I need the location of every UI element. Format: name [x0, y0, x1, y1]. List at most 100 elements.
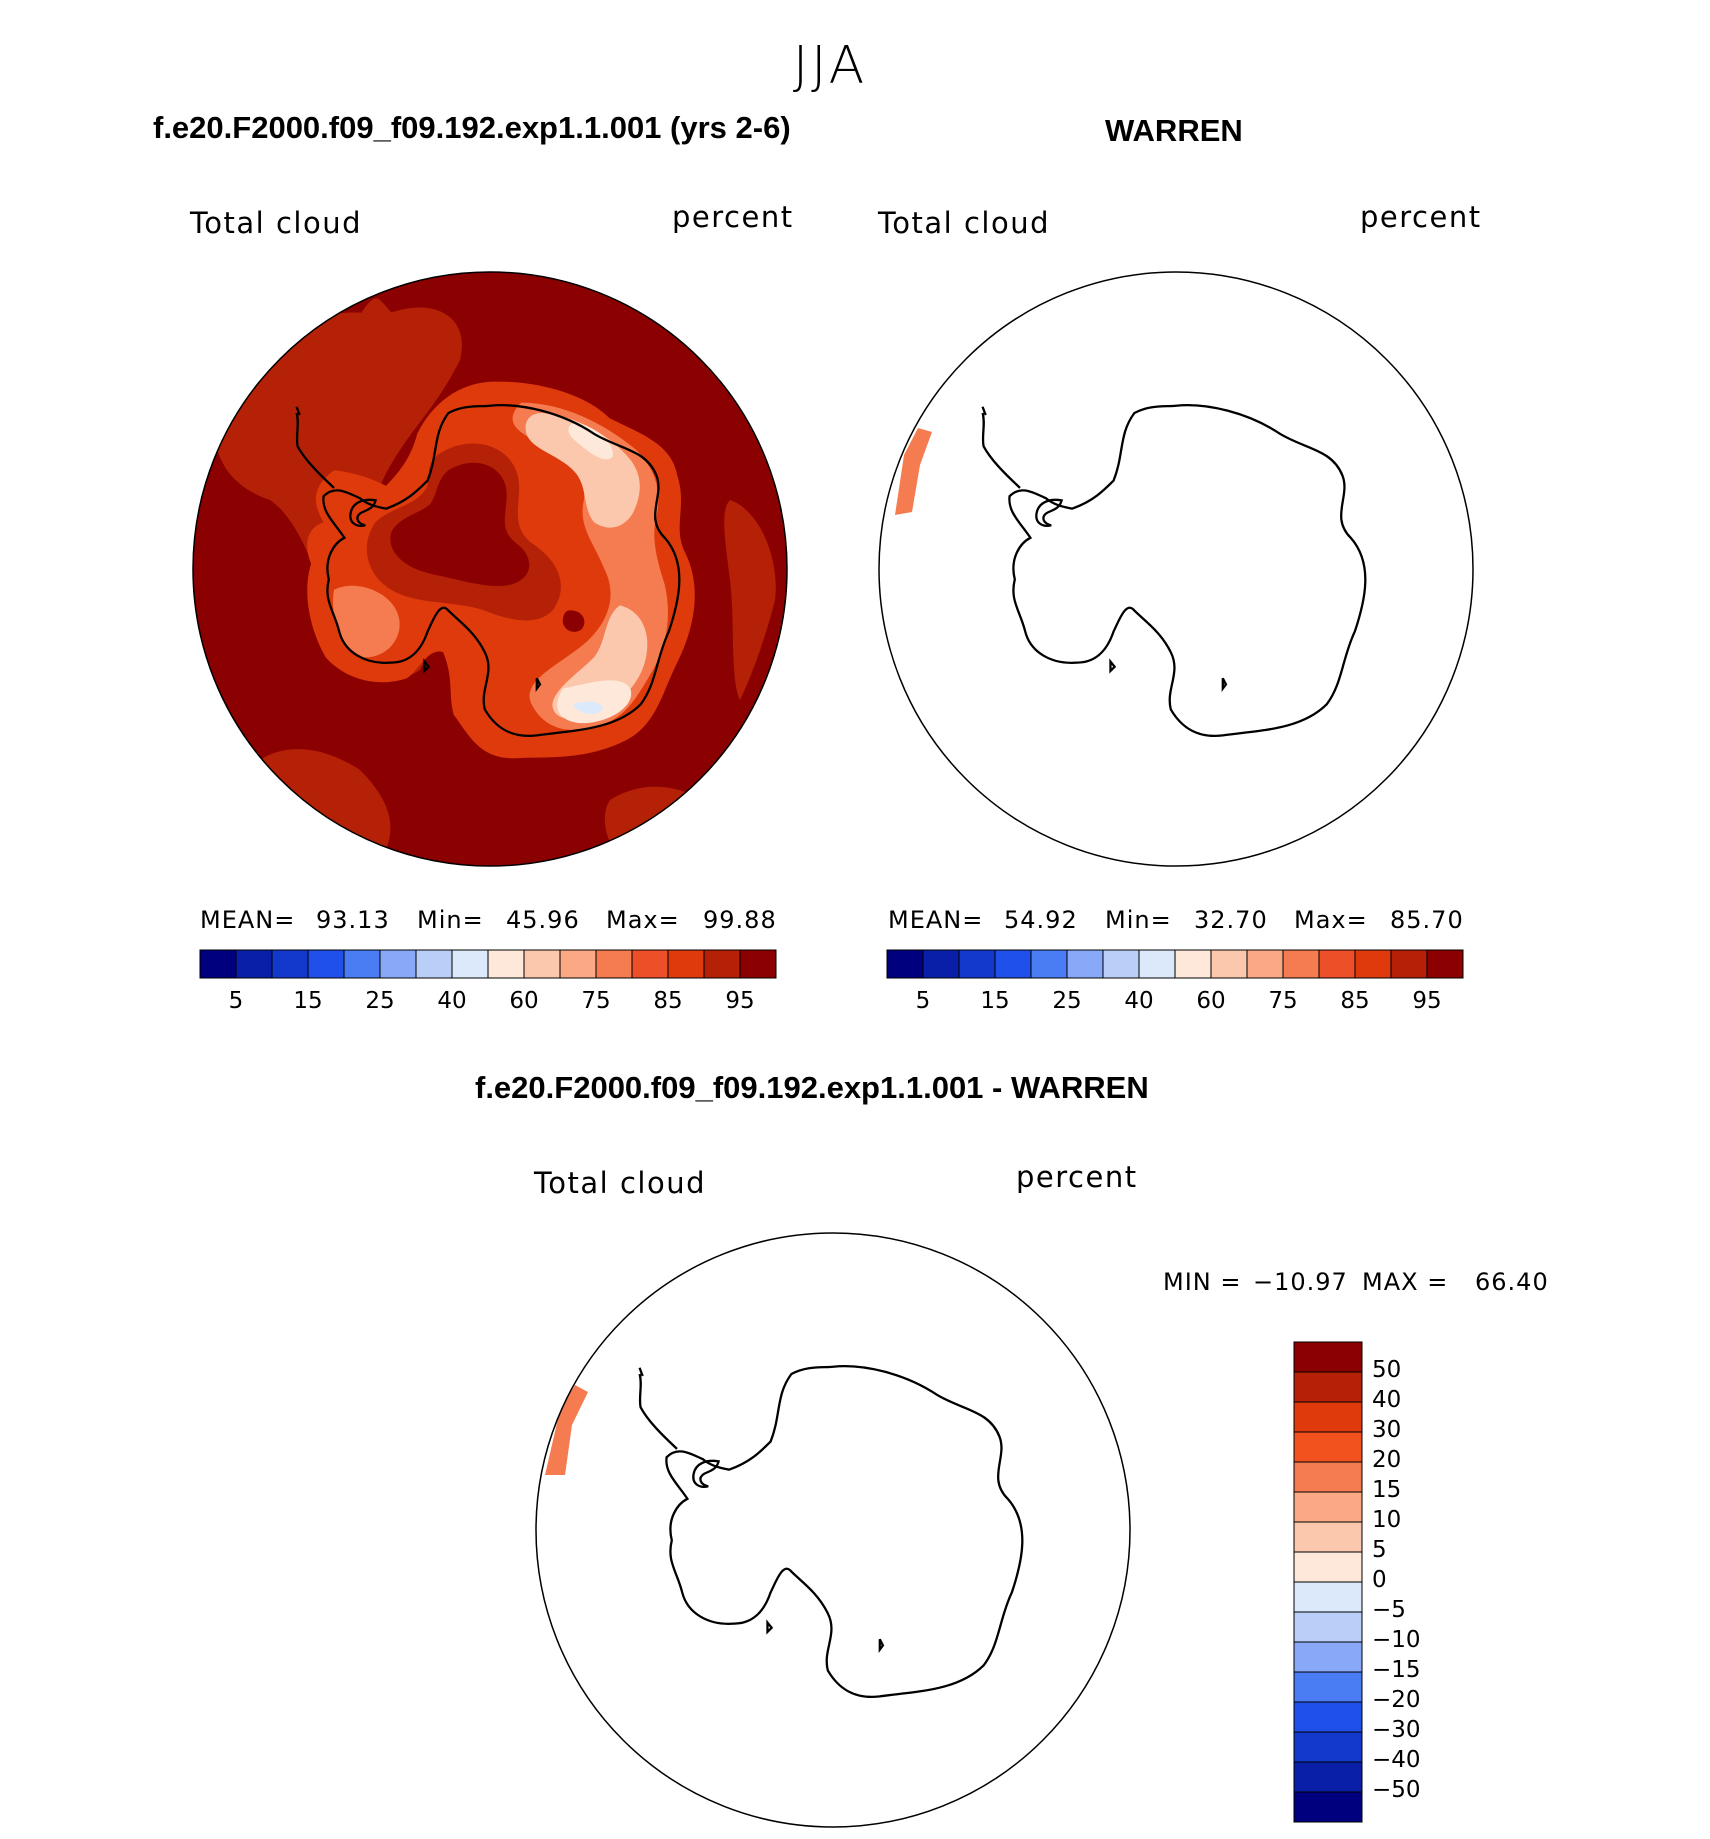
diff-variable-label: Total cloud: [534, 1166, 706, 1200]
panel2-max-value: 85.70: [1390, 906, 1464, 934]
panel1-region-interior-darkest: [390, 462, 530, 587]
panel1-region-mid-5: [340, 298, 403, 360]
panel2-colorbar-tick-label: 95: [1412, 988, 1442, 1014]
panel2-colorbar-box: [1390, 949, 1428, 979]
diff-colorbar-box: [1293, 1611, 1363, 1643]
panel1-region-cream-2: [568, 423, 613, 460]
panel1-colorbar: [199, 949, 777, 979]
panel2-colorbar-box: [1318, 949, 1356, 979]
diff-units-label: percent: [1016, 1160, 1138, 1194]
panel2-max-label: Max=: [1294, 906, 1368, 934]
panel1-colorbar-box: [595, 949, 633, 979]
diff-colorbar-tick-label: 15: [1372, 1477, 1402, 1503]
panel2-colorbar-box: [1174, 949, 1212, 979]
panel1-colorbar-box: [631, 949, 669, 979]
panel1-colorbar-box: [271, 949, 309, 979]
panel1-units-label: percent: [672, 200, 794, 234]
diff-colorbar-box: [1293, 1581, 1363, 1613]
panel2-mean-label: MEAN=: [888, 906, 984, 934]
diff-colorbar-box: [1293, 1641, 1363, 1673]
panel2-colorbar-tick-label: 15: [980, 988, 1010, 1014]
panel1-colorbar-tick-label: 40: [437, 988, 467, 1014]
panel1-map: [192, 271, 788, 867]
diff-colorbar-box: [1293, 1371, 1363, 1403]
panel2-colorbar-box: [1102, 949, 1140, 979]
panel2-colorbar-box: [1426, 949, 1464, 979]
panel2-colorbar-box: [994, 949, 1032, 979]
panel1-colorbar-box: [415, 949, 453, 979]
diff-colorbar-box: [1293, 1551, 1363, 1583]
panel2-data-strip: [895, 428, 932, 515]
diff-colorbar-tick-label: 20: [1372, 1447, 1402, 1473]
panel1-mean-label: MEAN=: [200, 906, 296, 934]
panel1-region-cream: [557, 680, 632, 724]
panel1-region-light-orange-2: [332, 585, 400, 658]
panel1-region-pale-blue: [573, 701, 603, 714]
diff-colorbar-box: [1293, 1521, 1363, 1553]
diff-colorbar-box: [1293, 1731, 1363, 1763]
diff-colorbar-tick-label: −30: [1372, 1717, 1421, 1743]
panel1-colorbar-box: [199, 949, 237, 979]
panel2-colorbar-box: [1066, 949, 1104, 979]
panel2-colorbar-box: [1282, 949, 1320, 979]
diff-colorbar-tick-label: −20: [1372, 1687, 1421, 1713]
panel2-colorbar-box: [1138, 949, 1176, 979]
diff-colorbar-box: [1293, 1671, 1363, 1703]
panel2-colorbar-tick-label: 60: [1196, 988, 1226, 1014]
panel1-mean-value: 93.13: [316, 906, 390, 934]
diff-colorbar-box: [1293, 1401, 1363, 1433]
panel2-title: WARREN: [1105, 113, 1243, 148]
diff-min-value: −10.97: [1253, 1268, 1348, 1296]
diff-colorbar-tick-label: −10: [1372, 1627, 1421, 1653]
diff-data-strip: [545, 1385, 588, 1475]
diff-colorbar: [1293, 1341, 1363, 1823]
panel2-colorbar-tick-label: 40: [1124, 988, 1154, 1014]
diff-colorbar-tick-label: 0: [1372, 1567, 1387, 1593]
panel1-colorbar-tick-label: 75: [581, 988, 611, 1014]
panel2-colorbar-box: [1354, 949, 1392, 979]
panel1-colorbar-tick-label: 15: [293, 988, 323, 1014]
panel1-variable-label: Total cloud: [190, 206, 362, 240]
panel1-colorbar-tick-label: 60: [509, 988, 539, 1014]
panel1-colorbar-box: [739, 949, 777, 979]
panel2-min-value: 32.70: [1194, 906, 1268, 934]
diff-colorbar-box: [1293, 1461, 1363, 1493]
diff-colorbar-box: [1293, 1761, 1363, 1793]
panel2-colorbar: [886, 949, 1464, 979]
diff-panel-title: f.e20.F2000.f09_f09.192.exp1.1.001 - WAR…: [475, 1070, 1149, 1105]
diff-map: [535, 1232, 1131, 1828]
diff-colorbar-box: [1293, 1491, 1363, 1523]
panel2-variable-label: Total cloud: [878, 206, 1050, 240]
diff-colorbar-tick-label: 5: [1372, 1537, 1387, 1563]
panel1-colorbar-tick-label: 85: [653, 988, 683, 1014]
diff-colorbar-tick-label: −50: [1372, 1777, 1421, 1803]
panel2-map: [878, 271, 1474, 867]
diff-max-value: 66.40: [1475, 1268, 1549, 1296]
panel1-colorbar-tick-label: 25: [365, 988, 395, 1014]
panel1-colorbar-box: [307, 949, 345, 979]
panel1-region-interior-spot: [562, 610, 585, 632]
figure-title: JJA: [792, 36, 868, 96]
diff-colorbar-tick-label: −15: [1372, 1657, 1421, 1683]
diff-min-label: MIN =: [1163, 1268, 1242, 1296]
panel1-colorbar-tick-label: 5: [228, 988, 244, 1014]
panel1-colorbar-tick-label: 95: [725, 988, 755, 1014]
panel2-mean-value: 54.92: [1004, 906, 1078, 934]
panel2-colorbar-box: [922, 949, 960, 979]
diff-colorbar-box: [1293, 1431, 1363, 1463]
panel1-region-mid-4: [724, 500, 776, 700]
panel1-region-mid-3: [604, 786, 700, 860]
diff-colorbar-tick-label: 40: [1372, 1387, 1402, 1413]
panel1-colorbar-box: [343, 949, 381, 979]
panel1-colorbar-box: [559, 949, 597, 979]
diff-colorbar-tick-label: −40: [1372, 1747, 1421, 1773]
panel2-colorbar-tick-label: 85: [1340, 988, 1370, 1014]
diff-colorbar-tick-label: −5: [1372, 1597, 1406, 1623]
diff-colorbar-tick-label: 30: [1372, 1417, 1402, 1443]
panel2-colorbar-box: [886, 949, 924, 979]
panel1-colorbar-box: [379, 949, 417, 979]
diff-colorbar-tick-label: 50: [1372, 1357, 1402, 1383]
diff-colorbar-tick-label: 10: [1372, 1507, 1402, 1533]
panel2-colorbar-box: [1030, 949, 1068, 979]
